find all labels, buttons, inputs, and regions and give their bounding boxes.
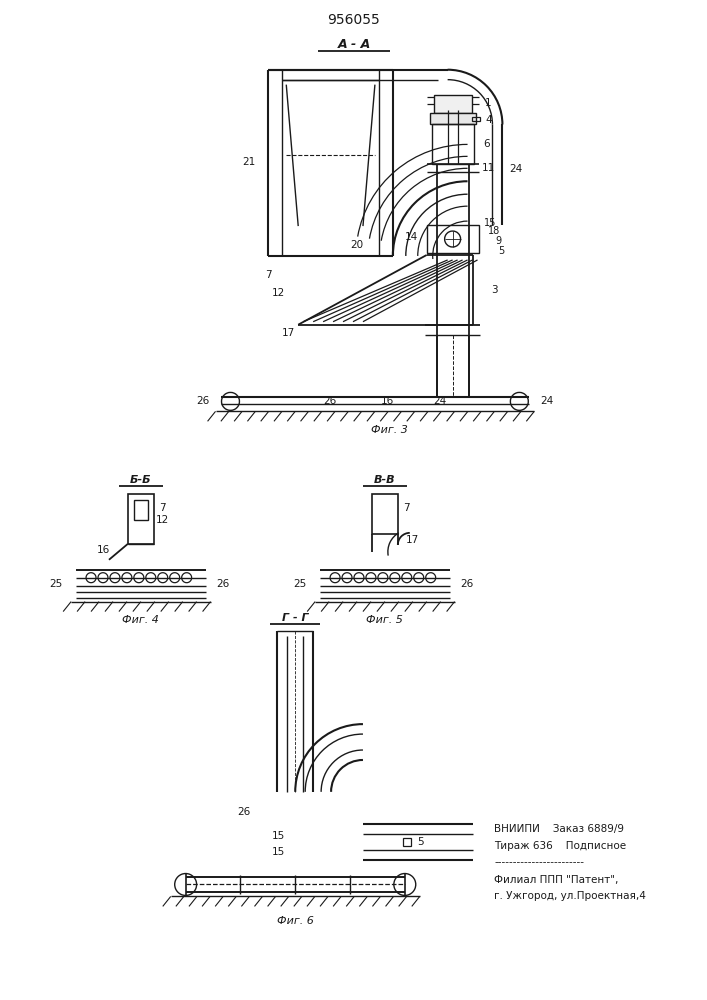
Bar — [430, 113, 476, 124]
Text: 16: 16 — [381, 396, 395, 406]
Text: 24: 24 — [433, 396, 446, 406]
Text: Фиг. 3: Фиг. 3 — [371, 425, 409, 435]
Text: 12: 12 — [156, 515, 170, 525]
Text: A - A: A - A — [337, 38, 370, 51]
Text: 25: 25 — [293, 579, 307, 589]
Text: 3: 3 — [491, 285, 498, 295]
Bar — [128, 494, 154, 544]
Text: 20: 20 — [351, 240, 363, 250]
Text: 26: 26 — [460, 579, 473, 589]
Text: 7: 7 — [404, 503, 410, 513]
Text: 26: 26 — [324, 396, 337, 406]
Text: 6: 6 — [483, 139, 490, 149]
Text: Б-Б: Б-Б — [130, 475, 151, 485]
Text: 15: 15 — [271, 847, 285, 857]
Text: Фиг. 6: Фиг. 6 — [277, 916, 314, 926]
Text: ВНИИПИ    Заказ 6889/9: ВНИИПИ Заказ 6889/9 — [494, 824, 624, 834]
Text: 1: 1 — [485, 98, 492, 108]
Text: 9: 9 — [496, 236, 501, 246]
Text: 956055: 956055 — [327, 13, 380, 27]
Bar — [403, 838, 411, 846]
Text: 16: 16 — [96, 545, 110, 555]
Text: Фиг. 4: Фиг. 4 — [122, 615, 159, 625]
Text: Г - Г: Г - Г — [282, 613, 308, 623]
Bar — [433, 95, 472, 113]
Text: 5: 5 — [417, 837, 424, 847]
Bar — [372, 494, 398, 534]
Text: Тираж 636    Подписное: Тираж 636 Подписное — [494, 841, 626, 851]
Text: 5: 5 — [498, 246, 505, 256]
Text: 18: 18 — [489, 226, 501, 236]
Bar — [472, 117, 479, 121]
Text: В-В: В-В — [374, 475, 396, 485]
Text: 24: 24 — [541, 396, 554, 406]
Text: 26: 26 — [237, 807, 250, 817]
Text: 17: 17 — [281, 328, 295, 338]
Text: 7: 7 — [265, 270, 271, 280]
Bar — [432, 124, 474, 164]
Bar — [134, 500, 148, 520]
Text: Филиал ППП "Патент",: Филиал ППП "Патент", — [494, 875, 619, 885]
Bar — [427, 225, 479, 253]
Text: 4: 4 — [485, 115, 492, 125]
Text: 14: 14 — [405, 232, 419, 242]
Text: ------------------------: ------------------------ — [494, 858, 585, 868]
Text: 15: 15 — [484, 218, 496, 228]
Text: Фиг. 5: Фиг. 5 — [366, 615, 403, 625]
Text: 11: 11 — [482, 163, 495, 173]
Text: 25: 25 — [49, 579, 63, 589]
Text: 21: 21 — [242, 157, 255, 167]
Text: 26: 26 — [196, 396, 209, 406]
Text: 12: 12 — [271, 288, 285, 298]
Text: 15: 15 — [271, 831, 285, 841]
Text: 17: 17 — [406, 535, 419, 545]
Text: 24: 24 — [510, 164, 523, 174]
Text: г. Ужгород, ул.Проектная,4: г. Ужгород, ул.Проектная,4 — [494, 891, 646, 901]
Text: 26: 26 — [216, 579, 229, 589]
Text: 7: 7 — [160, 503, 166, 513]
